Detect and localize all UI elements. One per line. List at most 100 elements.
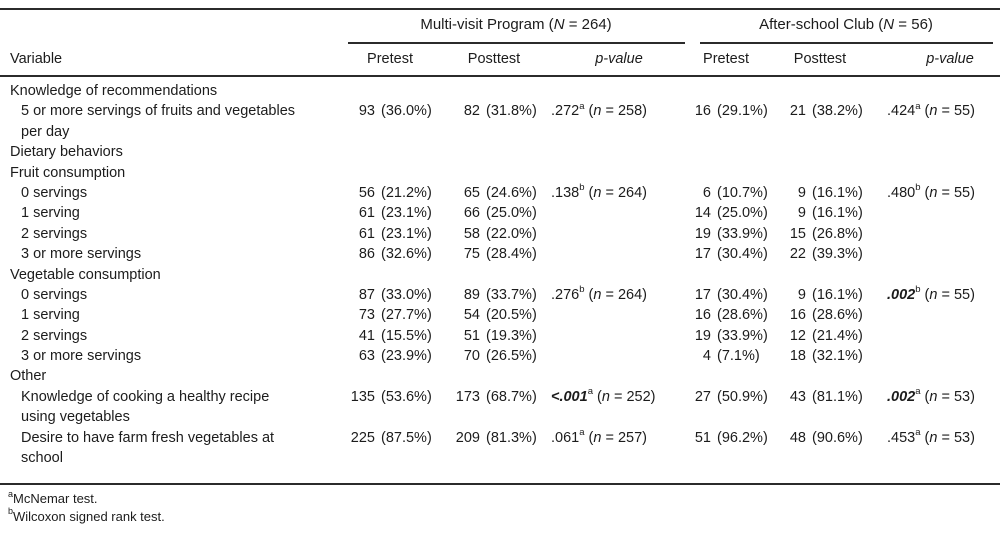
note-value: = 258) xyxy=(601,103,647,120)
percent-value: (36.0%) xyxy=(381,103,432,120)
percent-value: (29.1%) xyxy=(717,103,768,120)
column-header-mvp-pretest: Pretest xyxy=(367,51,413,67)
percent-value: (16.1%) xyxy=(812,286,863,303)
percent-value: (53.6%) xyxy=(381,388,432,405)
percent-value: (33.9%) xyxy=(717,225,768,242)
n-variable: n xyxy=(929,103,938,120)
variable-cell: 1 serving xyxy=(0,305,80,325)
cell-mvp-posttest: 173 (68.7%) xyxy=(430,387,537,407)
cell-club-pretest: 6 (10.7%) xyxy=(661,183,768,203)
variable-cell: Vegetable consumption xyxy=(0,265,161,285)
percent-value: (96.2%) xyxy=(717,429,768,446)
cell-mvp-pretest: 63 (23.9%) xyxy=(325,346,432,366)
cell-mvp-pretest: 56 (21.2%) xyxy=(325,183,432,203)
cell-mvp-posttest: 65 (24.6%) xyxy=(430,183,537,203)
cell-mvp-posttest: 70 (26.5%) xyxy=(430,346,537,366)
count-value: 93 xyxy=(358,103,375,120)
variable-cell: Fruit consumption xyxy=(0,163,125,183)
percent-value: (23.1%) xyxy=(381,205,432,222)
p-value-text: .480 xyxy=(887,184,916,201)
variable-text: per day xyxy=(21,123,70,140)
count-value: 51 xyxy=(694,429,711,446)
note-value: = 53) xyxy=(937,388,975,405)
count-value: 70 xyxy=(463,348,480,365)
p-test-superscript: b xyxy=(915,182,921,194)
count-value: 75 xyxy=(463,246,480,263)
group-header-after-school: After-school Club (N = 56) xyxy=(759,16,933,33)
variable-cell: 2 servings xyxy=(0,224,87,244)
cell-mvp-pretest: 61 (23.1%) xyxy=(325,203,432,223)
rule-after-school-group xyxy=(700,42,993,44)
variable-text: Vegetable consumption xyxy=(10,266,161,283)
count-value: 21 xyxy=(789,103,806,120)
p-test-superscript: b xyxy=(579,284,585,296)
cell-club-pretest: 19 (33.9%) xyxy=(661,326,768,346)
p-test-superscript: a xyxy=(587,386,593,398)
count-value: 19 xyxy=(694,225,711,242)
count-value: 9 xyxy=(797,184,806,201)
variable-text: 3 or more servings xyxy=(21,246,142,263)
variable-text: Knowledge of recommendations xyxy=(10,83,218,99)
cell-mvp-pvalue: .061a (n = 257) xyxy=(551,428,647,448)
p-test-superscript: b xyxy=(915,284,921,296)
cell-mvp-posttest: 51 (19.3%) xyxy=(430,326,537,346)
count-value: 4 xyxy=(702,348,711,365)
percent-value: (20.5%) xyxy=(486,307,537,324)
cell-club-posttest: 9 (16.1%) xyxy=(756,203,863,223)
table-section-row: Vegetable consumption xyxy=(0,265,1000,285)
variable-cell: 0 servings xyxy=(0,285,87,305)
cell-mvp-posttest: 89 (33.7%) xyxy=(430,285,537,305)
variable-cell: Other xyxy=(0,366,46,386)
percent-value: (33.7%) xyxy=(486,286,537,303)
cell-mvp-posttest: 75 (28.4%) xyxy=(430,244,537,264)
group-label: After-school Club ( xyxy=(759,16,884,33)
p-value-text: .002 xyxy=(887,388,916,405)
cell-club-posttest: 22 (39.3%) xyxy=(756,244,863,264)
percent-value: (25.0%) xyxy=(717,205,768,222)
cell-mvp-pretest: 93 (36.0%) xyxy=(325,101,432,121)
p-value-text: .424 xyxy=(887,103,916,120)
sample-size-note: (n = 264) xyxy=(589,287,647,303)
cell-club-posttest: 43 (81.1%) xyxy=(756,387,863,407)
note-open: ( xyxy=(597,388,602,405)
p-test-superscript: b xyxy=(579,182,585,194)
table-data-row: 2 servings 61 (23.1%) 58 (22.0%) 19 (33.9%) 15 (… xyxy=(0,224,1000,244)
percent-value: (30.4%) xyxy=(717,286,768,303)
variable-cell: 5 or more servings of fruits and vegetab… xyxy=(0,101,295,142)
cell-club-pretest: 4 (7.1%) xyxy=(661,346,760,366)
cell-club-posttest: 9 (16.1%) xyxy=(756,183,863,203)
variable-text: Fruit consumption xyxy=(10,164,126,181)
variable-text: school xyxy=(21,450,63,467)
percent-value: (81.3%) xyxy=(486,429,537,446)
group-n: = 56) xyxy=(894,16,933,33)
count-value: 12 xyxy=(789,327,806,344)
variable-text: Knowledge of cooking a healthy recipe xyxy=(21,388,270,405)
percent-value: (39.3%) xyxy=(812,246,863,263)
cell-mvp-posttest: 82 (31.8%) xyxy=(430,101,537,121)
note-open: ( xyxy=(924,184,930,201)
rule-multi-visit-group xyxy=(348,42,685,44)
variable-cell: Knowledge of cooking a healthy recipe usi… xyxy=(0,387,269,428)
n-variable: n xyxy=(929,184,938,201)
rule-header-bottom xyxy=(0,75,1000,77)
percent-value: (16.1%) xyxy=(812,205,863,222)
table-data-row: 0 servings 87 (33.0%) 89 (33.7%) 17 (30.4%) 9 (1… xyxy=(0,285,1000,305)
cell-mvp-pvalue: .138b (n = 264) xyxy=(551,183,647,203)
variable-text: Desire to have farm fresh vegetables at xyxy=(21,429,275,446)
percent-value: (81.1%) xyxy=(812,388,863,405)
table-data-row: 3 or more servings 86 (32.6%) 75 (28.4%) 17 (3… xyxy=(0,244,1000,264)
note-open: ( xyxy=(924,388,930,405)
cell-mvp-pretest: 135 (53.6%) xyxy=(325,387,432,407)
percent-value: (38.2%) xyxy=(812,103,863,120)
cell-club-pvalue: .002a (n = 53) xyxy=(887,387,975,407)
note-open: ( xyxy=(588,429,594,446)
table-data-row: 5 or more servings of fruits and vegetab… xyxy=(0,101,1000,142)
count-value: 18 xyxy=(789,348,806,365)
p-value-text: <.001 xyxy=(551,388,588,405)
percent-value: (22.0%) xyxy=(486,225,537,242)
count-value: 43 xyxy=(789,388,806,405)
n-variable: n xyxy=(929,388,938,405)
cell-club-pretest: 51 (96.2%) xyxy=(661,428,768,448)
count-value: 65 xyxy=(463,184,480,201)
